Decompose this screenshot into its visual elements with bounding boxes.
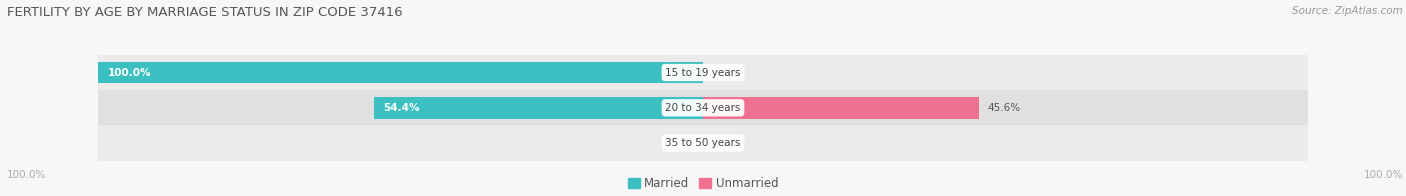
- Text: 54.4%: 54.4%: [384, 103, 419, 113]
- Text: 15 to 19 years: 15 to 19 years: [665, 67, 741, 78]
- Text: 45.6%: 45.6%: [988, 103, 1021, 113]
- Text: 35 to 50 years: 35 to 50 years: [665, 138, 741, 148]
- Text: 100.0%: 100.0%: [7, 170, 46, 180]
- Text: 0.0%: 0.0%: [716, 138, 741, 148]
- Legend: Married, Unmarried: Married, Unmarried: [628, 177, 778, 190]
- Text: 0.0%: 0.0%: [716, 67, 741, 78]
- Bar: [703, 97, 979, 119]
- Text: FERTILITY BY AGE BY MARRIAGE STATUS IN ZIP CODE 37416: FERTILITY BY AGE BY MARRIAGE STATUS IN Z…: [7, 6, 402, 19]
- Bar: [98, 125, 1308, 161]
- Bar: [98, 90, 1308, 125]
- Text: 20 to 34 years: 20 to 34 years: [665, 103, 741, 113]
- Text: 100.0%: 100.0%: [107, 67, 150, 78]
- Bar: [374, 97, 703, 119]
- Text: 0.0%: 0.0%: [665, 138, 690, 148]
- Text: 100.0%: 100.0%: [1364, 170, 1403, 180]
- Text: Source: ZipAtlas.com: Source: ZipAtlas.com: [1292, 6, 1403, 16]
- Bar: [98, 55, 1308, 90]
- Bar: [98, 62, 703, 83]
